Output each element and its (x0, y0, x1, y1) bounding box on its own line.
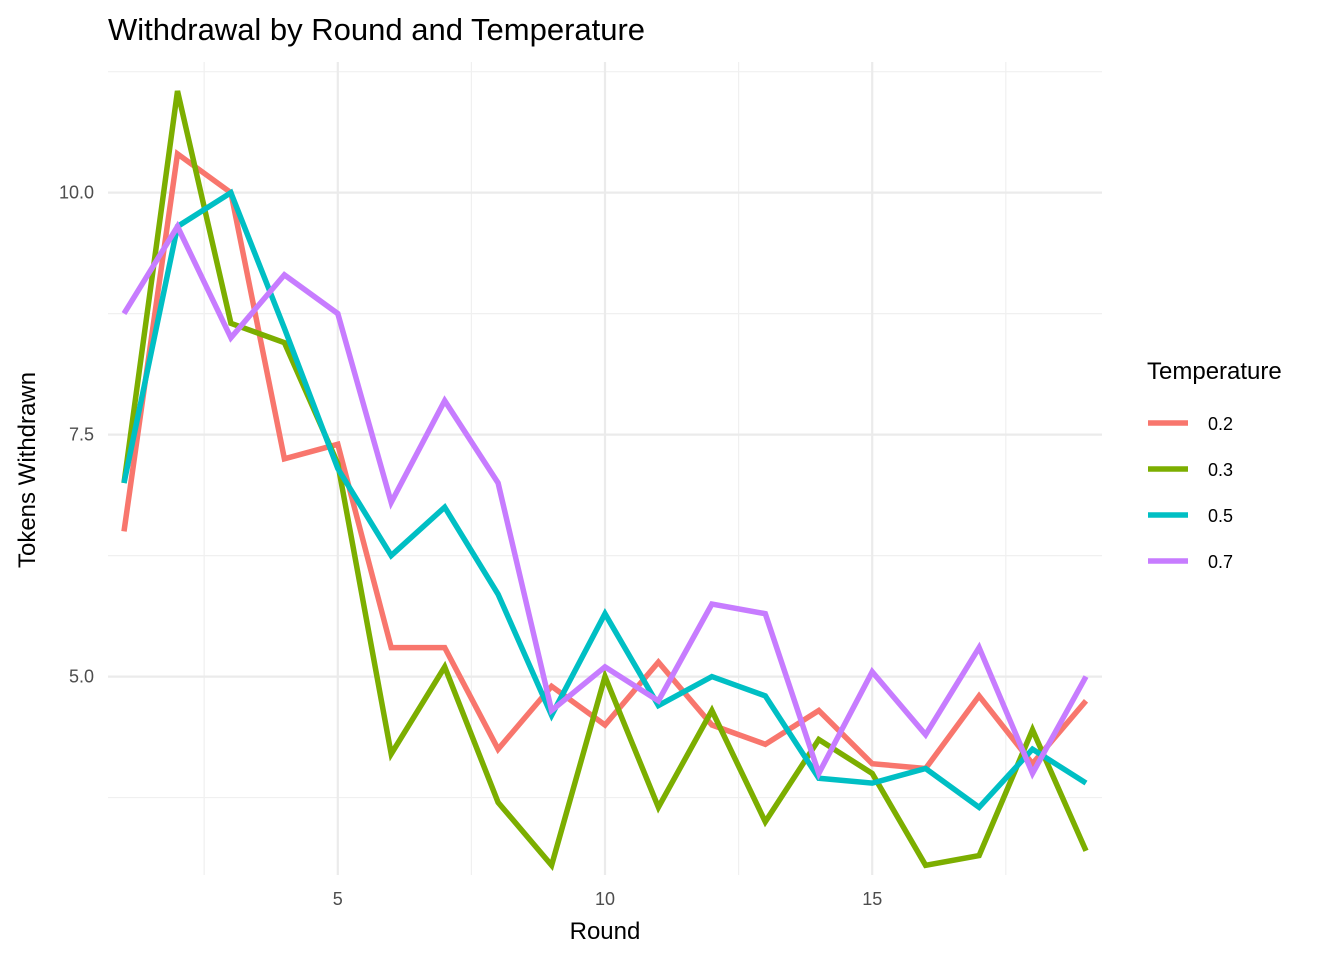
x-tick-label: 10 (595, 889, 615, 909)
series-lines (121, 90, 1089, 872)
legend-label-0.3: 0.3 (1208, 460, 1233, 480)
y-tick-label: 5.0 (69, 667, 94, 687)
legend-title: Temperature (1147, 358, 1282, 385)
legend-label-0.2: 0.2 (1208, 414, 1233, 434)
chart-title: Withdrawal by Round and Temperature (108, 12, 645, 47)
y-axis-title: Tokens Withdrawn (14, 372, 41, 568)
x-tick-label: 15 (862, 889, 882, 909)
legend: Temperature 0.2 0.3 0.5 0.7 (1147, 358, 1282, 572)
y-tick-label: 7.5 (69, 425, 94, 445)
y-tick-label: 10.0 (59, 183, 94, 203)
major-gridlines (108, 62, 1102, 875)
legend-label-0.7: 0.7 (1208, 552, 1233, 572)
series-line-0.7 (121, 220, 1089, 781)
x-axis-title: Round (570, 918, 641, 945)
series-line-0.5 (121, 188, 1088, 811)
x-tick-label: 5 (333, 889, 343, 909)
series-line-0.3 (121, 90, 1089, 872)
x-tick-labels: 5 10 15 (333, 889, 882, 909)
legend-items: 0.2 0.3 0.5 0.7 (1148, 414, 1233, 572)
legend-label-0.5: 0.5 (1208, 506, 1233, 526)
y-tick-labels: 5.0 7.5 10.0 (59, 183, 94, 687)
